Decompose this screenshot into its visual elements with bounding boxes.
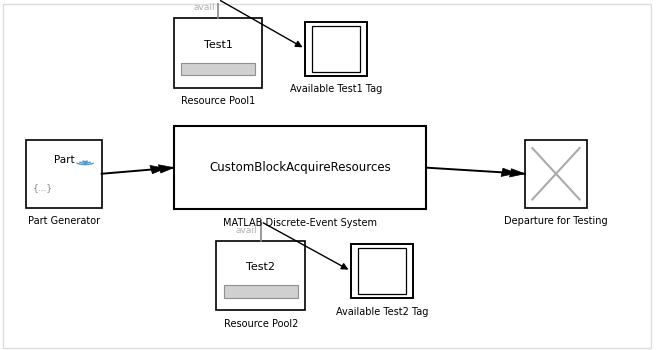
FancyBboxPatch shape	[305, 22, 367, 76]
Text: avail: avail	[236, 226, 257, 235]
Text: Part Generator: Part Generator	[28, 216, 100, 226]
Text: Part: Part	[54, 155, 74, 165]
Polygon shape	[158, 165, 174, 173]
Text: Departure for Testing: Departure for Testing	[504, 216, 607, 226]
Text: Test1: Test1	[203, 40, 233, 50]
Text: CustomBlockAcquireResources: CustomBlockAcquireResources	[209, 161, 391, 174]
FancyBboxPatch shape	[181, 63, 255, 75]
FancyBboxPatch shape	[358, 248, 406, 294]
Polygon shape	[501, 168, 516, 176]
Text: Resource Pool2: Resource Pool2	[224, 319, 298, 329]
Text: Resource Pool1: Resource Pool1	[181, 97, 255, 106]
FancyBboxPatch shape	[3, 5, 651, 348]
Text: MATLAB Discrete-Event System: MATLAB Discrete-Event System	[223, 218, 377, 228]
Text: Available Test1 Tag: Available Test1 Tag	[290, 84, 382, 94]
FancyBboxPatch shape	[351, 244, 413, 298]
Polygon shape	[510, 169, 525, 177]
Text: {...}: {...}	[33, 183, 53, 192]
Text: Test2: Test2	[246, 262, 276, 272]
Text: Available Test2 Tag: Available Test2 Tag	[336, 307, 428, 317]
FancyBboxPatch shape	[216, 240, 305, 310]
FancyBboxPatch shape	[174, 18, 262, 88]
Polygon shape	[150, 166, 165, 174]
FancyBboxPatch shape	[26, 140, 102, 208]
FancyBboxPatch shape	[525, 140, 587, 208]
Text: avail: avail	[194, 4, 215, 12]
FancyBboxPatch shape	[224, 285, 298, 298]
FancyBboxPatch shape	[174, 126, 426, 209]
FancyBboxPatch shape	[312, 26, 360, 72]
